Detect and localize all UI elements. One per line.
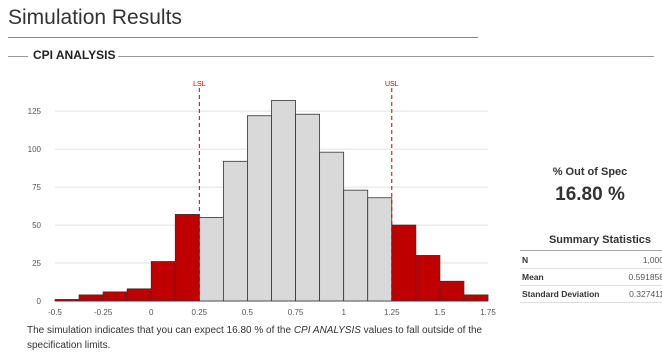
histogram-bar	[222, 160, 248, 302]
histogram-bar	[343, 189, 369, 302]
footnote-emphasis: CPI ANALYSIS	[293, 325, 361, 336]
histogram-bar-out-of-spec	[150, 261, 176, 302]
out-of-spec-label: % Out of Spec	[552, 166, 628, 178]
histogram-bar-out-of-spec	[102, 291, 128, 302]
summary-statistics-title: Summary Statistics	[548, 234, 652, 246]
summary-statistics-divider	[520, 250, 662, 251]
out-of-spec-value: 16.80 %	[555, 184, 625, 205]
y-tick-label: 125	[28, 107, 42, 116]
spec-limit-label-usl: USL	[385, 81, 399, 88]
histogram-bar	[271, 100, 296, 302]
y-tick-label: 75	[32, 183, 41, 192]
x-tick-label: -0.25	[94, 308, 113, 317]
x-tick-label: 1.25	[384, 308, 400, 317]
stat-label: Mean	[522, 272, 544, 282]
page-title: Simulation Results	[8, 6, 182, 29]
histogram-bar-out-of-spec	[415, 255, 441, 302]
stat-value: 0.327411	[629, 289, 662, 299]
histogram-bar-out-of-spec	[174, 214, 200, 302]
x-tick-label: 0.75	[288, 308, 304, 317]
y-tick-label: 0	[37, 297, 42, 306]
stat-row-mean: Mean 0.591858	[520, 269, 662, 286]
stat-value: 0.591858	[628, 272, 662, 282]
y-tick-label: 100	[28, 145, 42, 154]
spec-limit-label-lsl: LSL	[193, 81, 206, 88]
histogram-bar-out-of-spec	[126, 288, 152, 302]
stat-value: 1,000	[642, 255, 662, 265]
x-tick-label: 1	[341, 308, 346, 317]
histogram-bar	[198, 217, 224, 302]
section-divider-right	[118, 56, 654, 57]
histogram-bar	[319, 151, 345, 302]
histogram-bar-out-of-spec	[391, 224, 417, 302]
histogram-bar-out-of-spec	[463, 294, 489, 302]
x-tick-label: 0.25	[192, 308, 208, 317]
histogram-bar-out-of-spec	[78, 294, 104, 302]
footnote: The simulation indicates that you can ex…	[27, 323, 507, 353]
histogram-bar	[295, 113, 321, 302]
footnote-text-before: The simulation indicates that you can ex…	[27, 325, 294, 336]
x-tick-label: 0	[149, 308, 154, 317]
stat-row-std-dev: Standard Deviation 0.327411	[520, 286, 662, 303]
x-tick-label: 1.75	[480, 308, 496, 317]
stat-row-n: N 1,000	[520, 252, 662, 269]
section-divider-left	[8, 56, 28, 57]
title-divider	[8, 37, 478, 38]
histogram-bar-out-of-spec	[439, 280, 465, 302]
stat-label: N	[522, 255, 529, 265]
y-tick-label: 50	[32, 221, 41, 230]
stat-label: Standard Deviation	[522, 289, 600, 299]
y-tick-label: 25	[32, 259, 41, 268]
x-tick-label: 0.5	[242, 308, 254, 317]
histogram-bar-out-of-spec	[54, 299, 80, 302]
section-title: CPI ANALYSIS	[33, 48, 116, 62]
x-tick-label: -0.5	[48, 308, 62, 317]
footnote-text-after: values to fall outside of the specificat…	[27, 325, 483, 351]
histogram-bar	[367, 197, 393, 302]
x-tick-label: 1.5	[434, 308, 446, 317]
histogram-bar	[247, 115, 272, 302]
